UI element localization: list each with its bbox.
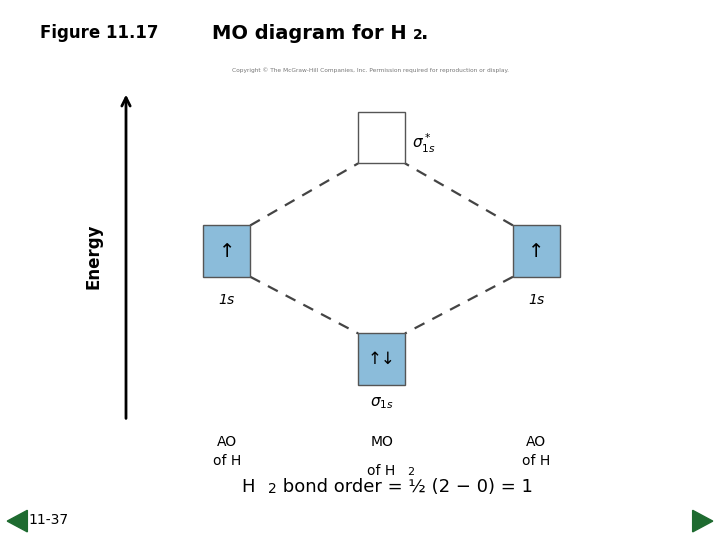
Text: ↑: ↑ <box>528 241 544 261</box>
Bar <box>359 333 405 384</box>
Text: 2: 2 <box>413 28 423 42</box>
Text: AO
of H: AO of H <box>522 435 551 468</box>
Text: .: . <box>421 24 428 43</box>
Polygon shape <box>693 510 713 532</box>
Text: 1$s$: 1$s$ <box>528 293 545 307</box>
Text: $\sigma^*_{1s}$: $\sigma^*_{1s}$ <box>412 132 436 154</box>
Text: MO: MO <box>370 435 393 449</box>
Bar <box>513 226 560 276</box>
Text: of H: of H <box>367 464 396 478</box>
Text: bond order = ½ (2 − 0) = 1: bond order = ½ (2 − 0) = 1 <box>277 478 533 496</box>
Text: Energy: Energy <box>85 224 103 289</box>
Text: ↑: ↑ <box>219 241 235 261</box>
Text: 1$s$: 1$s$ <box>218 293 235 307</box>
Text: AO
of H: AO of H <box>212 435 241 468</box>
Text: $\sigma_{1s}$: $\sigma_{1s}$ <box>369 395 394 411</box>
Text: 2: 2 <box>408 467 415 477</box>
Bar <box>203 226 251 276</box>
Text: ↑↓: ↑↓ <box>368 350 395 368</box>
Text: Figure 11.17: Figure 11.17 <box>40 24 158 42</box>
Text: MO diagram for H: MO diagram for H <box>212 24 407 43</box>
Text: Copyright © The McGraw-Hill Companies, Inc. Permission required for reproduction: Copyright © The McGraw-Hill Companies, I… <box>233 68 509 73</box>
Text: 11-37: 11-37 <box>29 512 69 526</box>
Bar <box>359 112 405 163</box>
Text: 2: 2 <box>268 482 276 496</box>
Polygon shape <box>7 510 27 532</box>
Text: H: H <box>241 478 255 496</box>
